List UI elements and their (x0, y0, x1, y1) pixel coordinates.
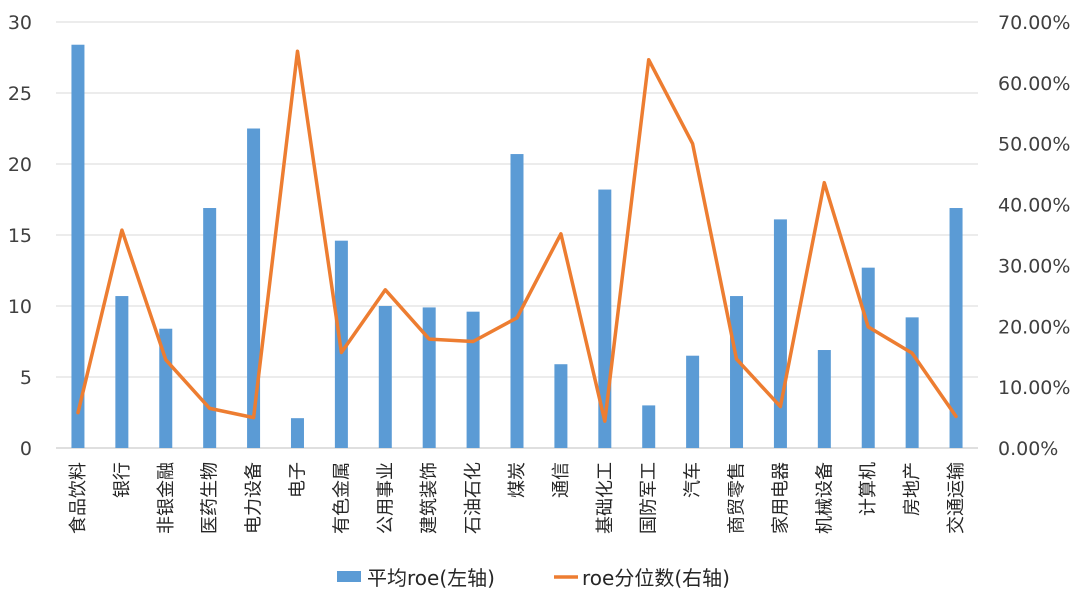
category-label: 通信 (551, 462, 572, 498)
bar (642, 405, 656, 448)
right-tick-label: 60.00% (998, 73, 1070, 95)
right-tick-label: 30.00% (998, 255, 1070, 277)
bar (115, 296, 129, 448)
category-label: 国防军工 (639, 462, 660, 534)
line-series (76, 49, 958, 423)
bar (422, 307, 436, 448)
category-label: 有色金属 (331, 462, 352, 534)
category-label: 商贸零售 (727, 462, 748, 534)
bar (203, 208, 217, 448)
right-tick-label: 40.00% (998, 195, 1070, 217)
bar (730, 296, 744, 448)
left-tick-label: 0 (20, 438, 32, 460)
legend-bar-swatch (337, 571, 361, 582)
category-label: 食品饮料 (68, 462, 89, 534)
bar (861, 267, 875, 448)
bar (290, 418, 304, 448)
bar (686, 355, 700, 448)
category-label: 石油石化 (463, 462, 484, 534)
category-label: 计算机 (858, 462, 879, 516)
right-tick-label: 50.00% (998, 134, 1070, 156)
legend-line-label: roe分位数(右轴) (582, 566, 730, 590)
category-label: 医药生物 (200, 462, 221, 534)
left-tick-label: 15 (8, 225, 32, 247)
category-label: 基础化工 (595, 462, 616, 534)
category-label: 非银金融 (156, 462, 177, 534)
category-label: 电子 (287, 462, 308, 498)
left-tick-label: 5 (20, 367, 32, 389)
category-label: 建筑装饰 (419, 462, 440, 534)
left-axis-ticks: 0 5 10 15 20 25 30 (8, 12, 32, 460)
bar (159, 328, 173, 448)
bar (510, 154, 524, 448)
right-tick-label: 0.00% (998, 438, 1058, 460)
right-tick-label: 10.00% (998, 377, 1070, 399)
category-label: 交通运输 (946, 462, 967, 534)
bar-series (71, 44, 963, 448)
category-label: 公用事业 (375, 462, 396, 534)
bar (554, 364, 568, 448)
category-label: 电力设备 (244, 462, 265, 534)
category-label: 煤炭 (507, 462, 528, 498)
bar (71, 44, 85, 448)
left-tick-label: 30 (8, 12, 32, 34)
right-axis-ticks: 0.00% 10.00% 20.00% 30.00% 40.00% 50.00% 60.00… (998, 12, 1070, 460)
left-tick-label: 25 (8, 83, 32, 105)
right-tick-label: 20.00% (998, 316, 1070, 338)
bar (378, 306, 392, 448)
bar (773, 219, 787, 448)
category-label: 房地产 (902, 462, 923, 516)
category-label: 银行 (112, 462, 133, 498)
bar (247, 128, 261, 448)
bar (466, 311, 480, 448)
left-tick-label: 20 (8, 154, 32, 176)
category-label: 汽车 (683, 462, 704, 498)
legend-bar-label: 平均roe(左轴) (367, 566, 495, 590)
category-label: 家用电器 (770, 462, 791, 534)
legend: 平均roe(左轴) roe分位数(右轴) (337, 566, 730, 590)
category-labels: 食品饮料 银行 非银金融 医药生物 电力设备 电子 有色金属 公用事业 建筑装饰 石油石化 煤炭 通信… (68, 462, 967, 534)
left-tick-label: 10 (8, 296, 32, 318)
bar (817, 350, 831, 448)
bar (905, 317, 919, 448)
right-tick-label: 70.00% (998, 12, 1070, 34)
bar (949, 208, 963, 448)
category-label: 机械设备 (814, 462, 835, 534)
